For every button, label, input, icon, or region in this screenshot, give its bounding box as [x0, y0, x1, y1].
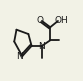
Text: O: O: [36, 16, 43, 25]
Text: OH: OH: [55, 15, 69, 25]
Text: ...: ...: [52, 37, 58, 42]
Text: N: N: [17, 52, 23, 61]
Text: N: N: [39, 42, 45, 51]
